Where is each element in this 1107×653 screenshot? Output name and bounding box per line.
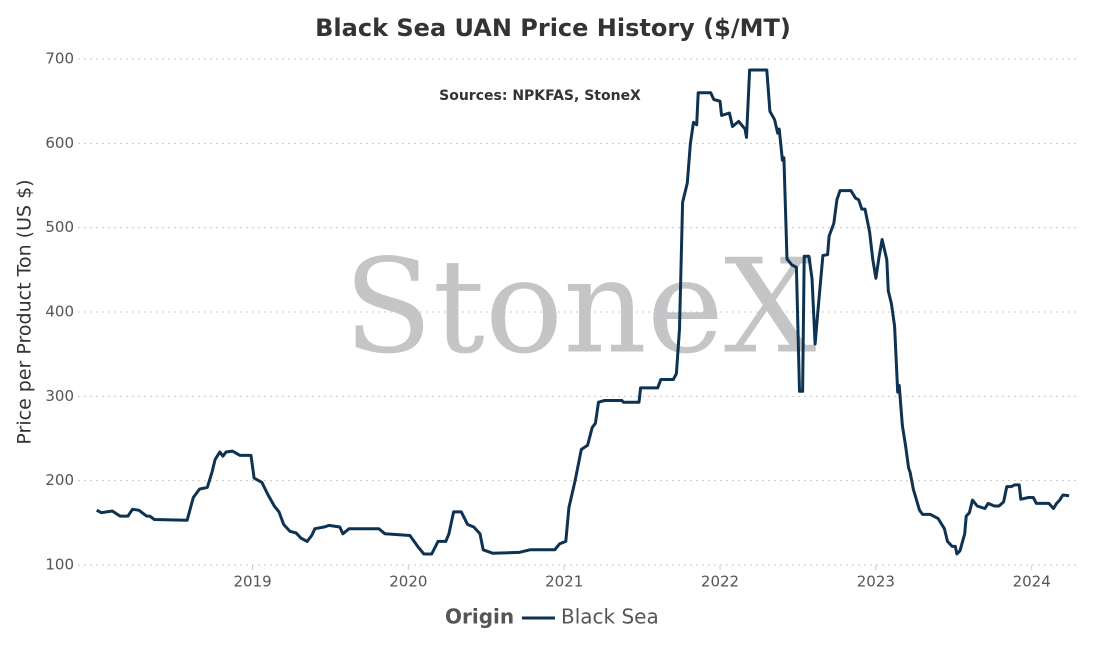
x-tick-label: 2024 [1013, 573, 1051, 591]
y-tick-label: 600 [45, 134, 74, 152]
watermark: StoneX [344, 231, 817, 383]
x-tick-label: 2019 [233, 573, 271, 591]
x-tick-label: 2023 [857, 573, 895, 591]
y-axis-label: Price per Product Ton (US $) [14, 179, 36, 444]
x-tick-label: 2022 [701, 573, 739, 591]
y-tick-label: 300 [45, 387, 74, 405]
y-tick-label: 700 [45, 50, 74, 68]
y-tick-label: 400 [45, 303, 74, 321]
legend-label: Black Sea [561, 605, 659, 629]
annotation: Sources: NPKFAS, StoneX [439, 88, 641, 104]
x-tick-label: 2020 [389, 573, 427, 591]
chart-title: Black Sea UAN Price History ($/MT) [315, 14, 791, 42]
y-tick-label: 500 [45, 218, 74, 236]
series-line [95, 68, 1070, 556]
legend: Origin Black Sea [445, 605, 659, 629]
legend-title: Origin [445, 605, 514, 629]
x-tick-label: 2021 [545, 573, 583, 591]
y-tick-label: 100 [45, 556, 74, 574]
y-tick-label: 200 [45, 471, 74, 489]
